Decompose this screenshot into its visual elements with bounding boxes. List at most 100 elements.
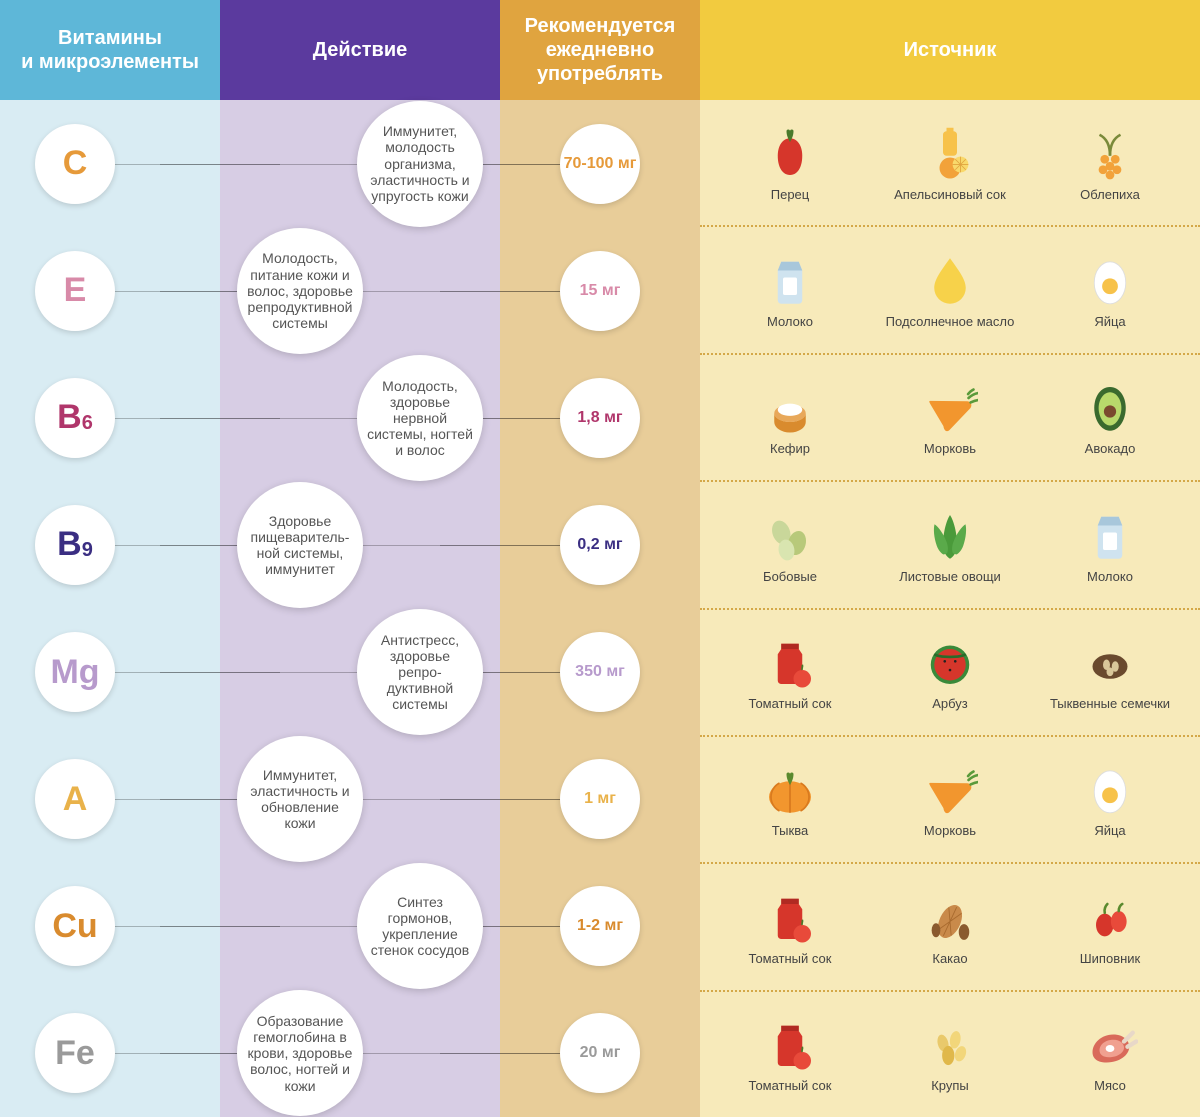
source-item: Бобовые <box>710 506 870 584</box>
source-label: Бобовые <box>763 570 817 584</box>
pumpkin-icon <box>760 760 820 820</box>
header-vitamins: Витамины и микроэлементы <box>0 0 220 100</box>
egg-icon <box>1080 251 1140 311</box>
vitamin-symbol-sub: 9 <box>82 539 93 562</box>
source-label: Мясо <box>1094 1079 1126 1093</box>
source-item: Томатный сок <box>710 633 870 711</box>
source-item: Молоко <box>1030 506 1190 584</box>
effect-circle: Иммунитет, эластичность и обновление кож… <box>237 736 363 862</box>
vitamin-symbol-circle: Mg <box>35 632 115 712</box>
kefir-icon <box>760 378 820 438</box>
vitamin-symbol: E <box>64 271 87 310</box>
source-label: Молоко <box>1087 570 1133 584</box>
source-row: Томатный сок Арбуз Тыквенные семечки <box>700 610 1200 737</box>
greens-icon <box>920 506 980 566</box>
source-item: Яйца <box>1030 251 1190 329</box>
vitamin-symbol: B <box>57 398 82 437</box>
vitamin-symbol: Mg <box>50 653 99 692</box>
header-sources: Источник <box>700 0 1200 100</box>
source-item: Молоко <box>710 251 870 329</box>
effect-circle: Молодость, здоровье нервной системы, ног… <box>357 355 483 481</box>
dose-row: 70-100 мг <box>500 100 700 227</box>
vitamin-symbol: B <box>57 525 82 564</box>
body-sources: ПерецАпельсиновый сокОблепихаМолокоПодсо… <box>700 100 1200 1117</box>
source-row: Томатный сок Крупы Мясо <box>700 992 1200 1117</box>
source-label: Томатный сок <box>749 1079 832 1093</box>
vitamin-symbol: C <box>63 144 88 183</box>
effect-circle: Иммунитет, молодость организма, эластичн… <box>357 101 483 227</box>
dose-row: 350 мг <box>500 609 700 736</box>
source-label: Томатный сок <box>749 952 832 966</box>
vitamin-symbol: Cu <box>52 907 97 946</box>
col-effect: Действие Иммунитет, молодость организма,… <box>220 0 500 1117</box>
source-item: Тыквенные семечки <box>1030 633 1190 711</box>
tomato-juice-icon <box>760 1015 820 1075</box>
header-effect: Действие <box>220 0 500 100</box>
effect-row: Синтез гормонов, укрепление стенок сосуд… <box>220 863 500 990</box>
body-effect: Иммунитет, молодость организма, эластичн… <box>220 100 500 1117</box>
dose-row: 15 мг <box>500 227 700 354</box>
pumpkin-seeds-icon <box>1080 633 1140 693</box>
source-row: Бобовые Листовые овощи Молоко <box>700 482 1200 609</box>
meat-icon <box>1080 1015 1140 1075</box>
cocoa-icon <box>920 888 980 948</box>
source-item: Какао <box>870 888 1030 966</box>
source-row: КефирМорковьАвокадо <box>700 355 1200 482</box>
vitamin-symbol-circle: B9 <box>35 505 115 585</box>
vitamin-symbol-circle: A <box>35 759 115 839</box>
milk-icon <box>1080 506 1140 566</box>
vitamin-symbol: A <box>63 780 88 819</box>
effect-circle: Молодость, питание кожи и волос, здоровь… <box>237 228 363 354</box>
source-row: Томатный сок Какао Шиповник <box>700 864 1200 991</box>
dose-circle: 1-2 мг <box>560 886 640 966</box>
milk-icon <box>760 251 820 311</box>
dose-circle: 70-100 мг <box>560 124 640 204</box>
col-vitamins: Витамины и микроэлементы CEB6B9MgACuFe <box>0 0 220 1117</box>
source-label: Крупы <box>931 1079 969 1093</box>
effect-row: Иммунитет, молодость организма, эластичн… <box>220 100 500 227</box>
dose-circle: 1,8 мг <box>560 378 640 458</box>
dose-circle: 0,2 мг <box>560 505 640 585</box>
source-label: Яйца <box>1094 824 1125 838</box>
source-item: Облепиха <box>1030 124 1190 202</box>
beans-icon <box>760 506 820 566</box>
col-dose: Рекомендуется ежедневно употреблять 70-1… <box>500 0 700 1117</box>
body-vitamins: CEB6B9MgACuFe <box>0 100 220 1117</box>
source-label: Тыква <box>772 824 808 838</box>
body-dose: 70-100 мг 15 мг 1,8 мг 0,2 мг 350 мг 1 мг 1-2 … <box>500 100 700 1117</box>
source-label: Тыквенные семечки <box>1050 697 1170 711</box>
source-label: Морковь <box>924 442 976 456</box>
dose-row: 1-2 мг <box>500 863 700 990</box>
effect-row: Молодость, здоровье нервной системы, ног… <box>220 354 500 481</box>
vitamin-symbol-circle: Cu <box>35 886 115 966</box>
source-item: Авокадо <box>1030 378 1190 456</box>
source-label: Листовые овощи <box>899 570 1001 584</box>
tomato-juice-icon <box>760 633 820 693</box>
source-label: Облепиха <box>1080 188 1140 202</box>
source-label: Арбуз <box>932 697 968 711</box>
dose-row: 1 мг <box>500 736 700 863</box>
vitamin-symbol-sub: 6 <box>82 412 93 435</box>
source-label: Перец <box>771 188 809 202</box>
vitamin-symbol-circle: C <box>35 124 115 204</box>
effect-circle: Здоровье пищеваритель-ной системы, иммун… <box>237 482 363 608</box>
dose-row: 20 мг <box>500 990 700 1117</box>
pepper-icon <box>760 124 820 184</box>
source-item: Томатный сок <box>710 888 870 966</box>
source-label: Какао <box>932 952 967 966</box>
carrot-icon <box>920 760 980 820</box>
header-dose: Рекомендуется ежедневно употреблять <box>500 0 700 100</box>
col-sources: Источник Перец Апельсиновый сок Облепиха Мо… <box>700 0 1200 1117</box>
source-label: Шиповник <box>1080 952 1140 966</box>
source-item: Листовые овощи <box>870 506 1030 584</box>
source-label: Яйца <box>1094 315 1125 329</box>
dose-circle: 1 мг <box>560 759 640 839</box>
vitamin-symbol-circle: Fe <box>35 1013 115 1093</box>
source-label: Апельсиновый сок <box>894 188 1006 202</box>
dose-circle: 350 мг <box>560 632 640 712</box>
source-row: Перец Апельсиновый сок Облепиха <box>700 100 1200 227</box>
source-row: ТыкваМорковьЯйца <box>700 737 1200 864</box>
source-item: Шиповник <box>1030 888 1190 966</box>
dose-row: 0,2 мг <box>500 481 700 608</box>
source-item: Мясо <box>1030 1015 1190 1093</box>
